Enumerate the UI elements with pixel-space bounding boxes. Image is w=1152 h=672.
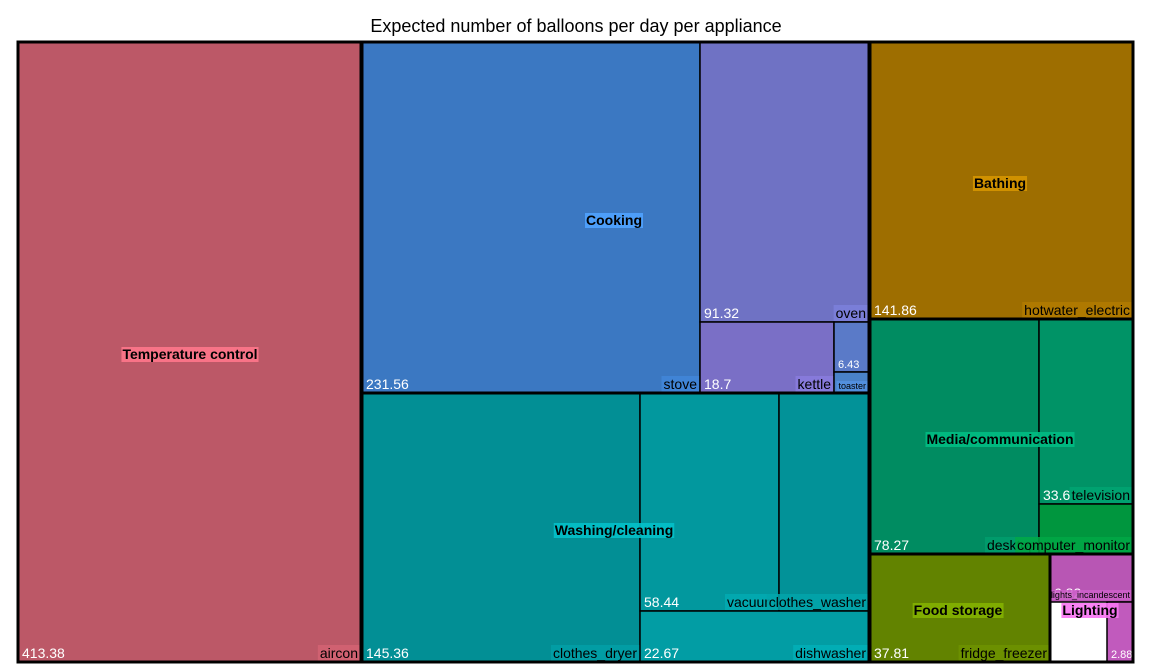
tile-rect — [1038, 318, 1134, 505]
tile-value-label: 145.36 — [366, 645, 409, 661]
group-border — [1048, 552, 1135, 664]
tile-name-background — [317, 645, 360, 661]
tile-name-label: lights_incandescent — [1051, 590, 1131, 600]
tile-value-6-43: 6.43 — [833, 321, 870, 373]
tile-value-label: 413.38 — [22, 645, 65, 661]
tile-stove: 231.56 stove — [361, 41, 701, 394]
group-label-background — [553, 523, 675, 538]
group-label-media-communication: Media/communication — [926, 431, 1073, 447]
tile-value-label: 78.27 — [874, 537, 909, 553]
tile-name-label: vacuum — [727, 594, 776, 610]
tile-name-background — [550, 645, 640, 661]
tile-computer-monitor: computer_monitor — [1015, 503, 1134, 555]
tile-name-background — [661, 376, 700, 392]
tile-name-background — [724, 594, 778, 610]
tile-rect — [361, 41, 701, 394]
tile-value-label: 58.44 — [644, 594, 679, 610]
tile-value-label: 6.43 — [838, 359, 859, 371]
tile-rect — [699, 41, 870, 323]
group-label-food-storage: Food storage — [914, 602, 1003, 618]
tile-clothes-washer: clothes_washer — [766, 392, 870, 612]
tile-name-label: toaster — [838, 381, 866, 391]
tile-name-label: fridge_freezer — [961, 645, 1048, 661]
tile-value-label: 37.81 — [874, 645, 909, 661]
tile-name-background — [795, 376, 834, 392]
tile-vacuum: 58.44 vacuum — [639, 392, 780, 612]
group-label-background — [585, 213, 643, 228]
tile-oven: 91.32 oven — [699, 41, 870, 323]
tile-name-background — [833, 305, 868, 321]
tile-value-label: 141.86 — [874, 302, 917, 318]
group-label-bathing: Bathing — [974, 175, 1026, 191]
tile-name-label: dishwasher — [795, 645, 866, 661]
group-label-background — [972, 176, 1028, 191]
tile-name-label: stove — [664, 376, 698, 392]
tile-value-label: 91.32 — [704, 305, 739, 321]
tile-rect — [639, 392, 780, 612]
tile-television: 33.6 television — [1038, 318, 1134, 505]
group-label-background — [925, 432, 1075, 447]
tile-name-background — [1022, 302, 1132, 318]
group-label-washing-cleaning: Washing/cleaning — [555, 522, 674, 538]
tile-lights-incandescent: 6.82lights_incandescent — [1048, 553, 1134, 603]
tile-toaster: toaster — [833, 371, 870, 394]
group-label-background — [912, 603, 1004, 618]
group-label-cooking: Cooking — [586, 212, 642, 228]
tile-value-label: 18.7 — [704, 376, 731, 392]
group-label-temperature-control: Temperature control — [122, 346, 257, 362]
tile-rect — [778, 392, 870, 612]
tile-name-label: oven — [836, 305, 866, 321]
tile-name-background — [958, 645, 1050, 661]
group-label-lighting: Lighting — [1062, 602, 1117, 618]
tile-name-label: clothes_dryer — [553, 645, 637, 661]
tile-name-background — [1048, 590, 1133, 600]
group-label-background — [121, 347, 259, 362]
group-lighting: 6.82lights_incandescent 2.88 — [1048, 552, 1135, 664]
group-cooking: 231.56 stove 91.32 oven 18.7 kettle 6.43 toaste… — [360, 40, 871, 395]
tile-name-label: kettle — [798, 376, 832, 392]
tile-value-label: 22.67 — [644, 645, 679, 661]
tile-dishwasher: 22.67 dishwasher — [639, 610, 870, 663]
tile-name-label: clothes_washer — [769, 594, 867, 610]
tile-name-background — [836, 381, 869, 391]
tile-name-label: aircon — [320, 645, 358, 661]
group-washing-cleaning: 145.36 clothes_dryer 58.44 vacuumclothes_wa… — [360, 391, 871, 664]
tile-value-2-88: 2.88 — [1106, 601, 1134, 663]
chart-title: Expected number of balloons per day per … — [370, 16, 782, 36]
tile-name-label: computer_monitor — [1017, 537, 1130, 553]
tile-name-background — [1069, 487, 1132, 503]
tile-value-label: 231.56 — [366, 376, 409, 392]
tile-name-background — [766, 594, 869, 610]
tile-value-label: 2.88 — [1111, 649, 1132, 661]
tile-name-background — [1015, 537, 1133, 553]
tile-name-label: hotwater_electric — [1024, 302, 1130, 318]
tile-name-background — [793, 645, 869, 661]
tile-kettle: 18.7 kettle — [699, 321, 835, 394]
tile-name-label: television — [1072, 487, 1130, 503]
group-label-background — [1061, 603, 1119, 618]
tile-value-label: 33.6 — [1043, 487, 1070, 503]
